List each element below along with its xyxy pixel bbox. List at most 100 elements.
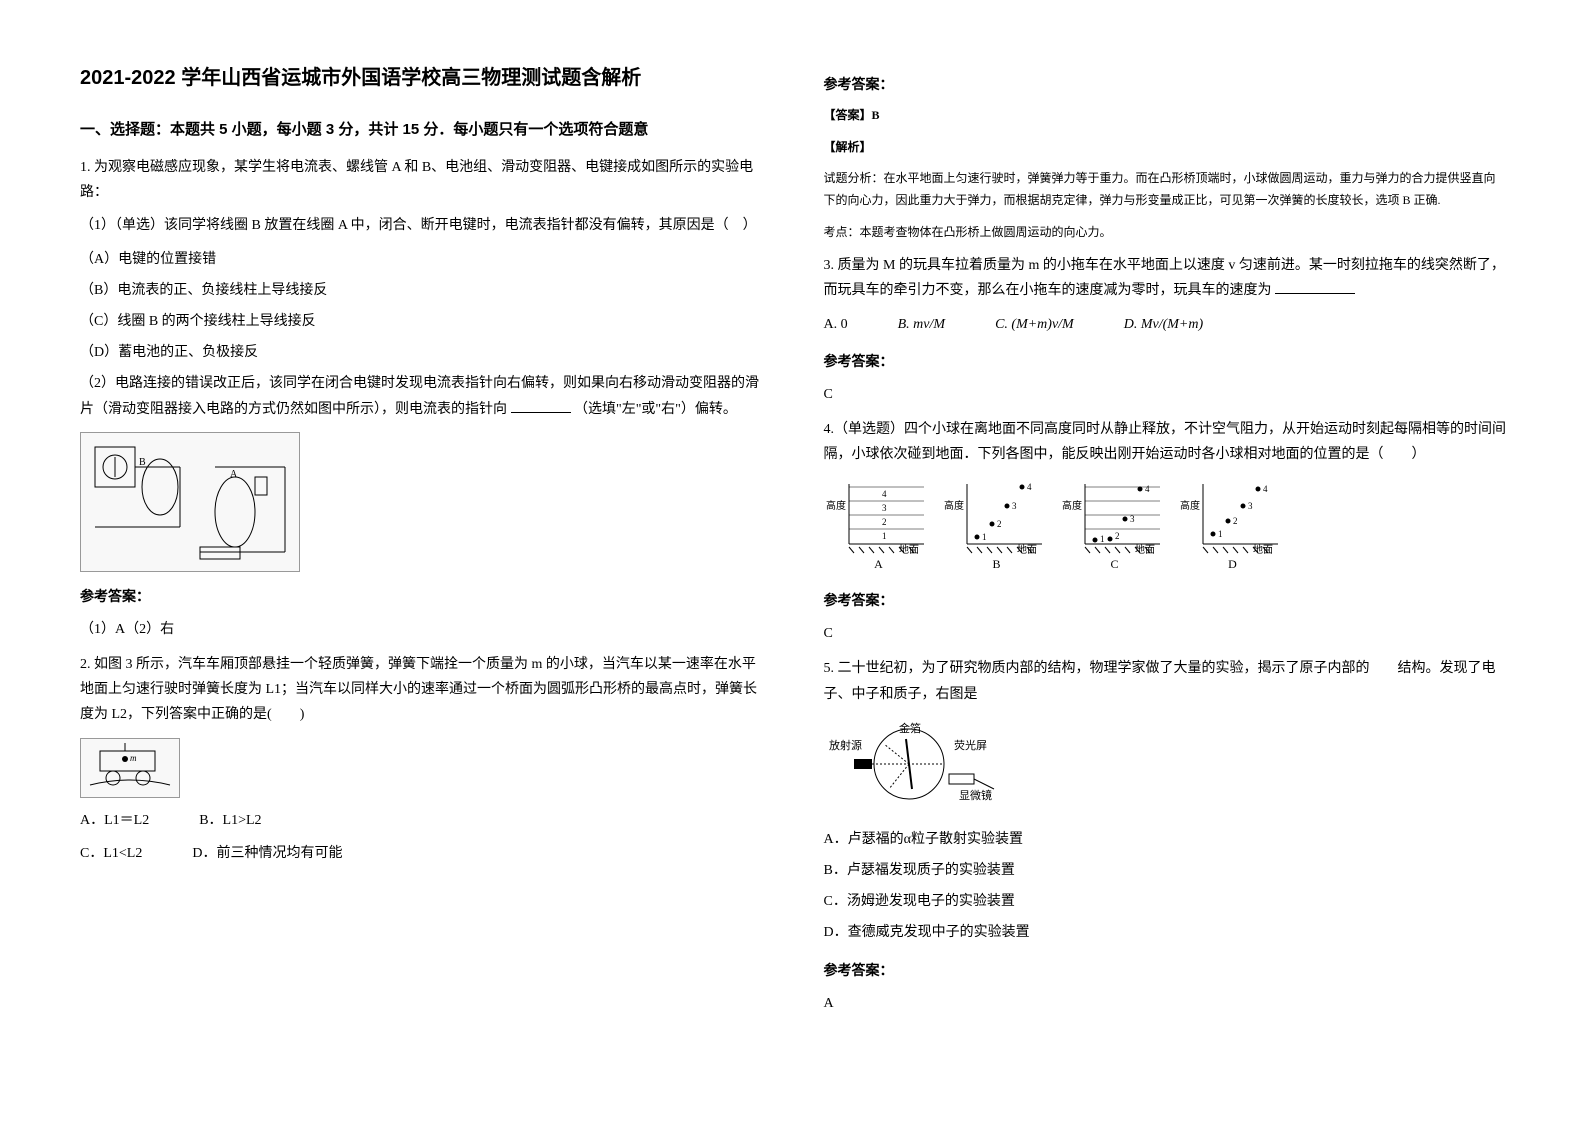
q1-option-a: （A）电键的位置接错 [80, 247, 764, 272]
ans3-text: C [824, 382, 1508, 407]
svg-text:2: 2 [1115, 531, 1120, 541]
chart-b-label: B [942, 554, 1052, 576]
q5-option-c: C．汤姆逊发现电子的实验装置 [824, 889, 1508, 914]
q1-blank [511, 412, 571, 413]
q3-option-a: A. 0 [824, 312, 848, 337]
chart-c-label: C [1060, 554, 1170, 576]
svg-text:1: 1 [882, 531, 887, 541]
ans2-answer-tag: 【答案】B [824, 105, 1508, 127]
q2-option-a: A．L1＝L2 [80, 808, 149, 833]
q4-chart-a: 1 2 3 4 高度 地面 A [824, 479, 934, 576]
page-title: 2021-2022 学年山西省运城市外国语学校高三物理测试题含解析 [80, 60, 764, 96]
question-5: 5. 二十世纪初，为了研究物质内部的结构，物理学家做了大量的实验，揭示了原子内部… [824, 656, 1508, 945]
svg-text:1: 1 [1218, 529, 1223, 539]
q5-option-d: D．查德威克发现中子的实验装置 [824, 920, 1508, 945]
q1-option-b: （B）电流表的正、负接线柱上导线接反 [80, 278, 764, 303]
q2-option-b: B．L1>L2 [199, 808, 261, 833]
svg-text:显微镜: 显微镜 [959, 788, 992, 802]
q1-intro: 1. 为观察电磁感应现象，某学生将电流表、螺线管 A 和 B、电池组、滑动变阻器… [80, 155, 764, 205]
svg-text:地面: 地面 [899, 543, 919, 554]
q2-options-row2: C．L1<L2 D．前三种情况均有可能 [80, 841, 764, 866]
svg-text:B: B [139, 457, 146, 468]
svg-text:1: 1 [1100, 534, 1105, 544]
circuit-svg: B A [85, 437, 295, 567]
question-4: 4.（单选题）四个小球在离地面不同高度同时从静止释放，不计空气阻力，从开始运动时… [824, 417, 1508, 576]
svg-text:地面: 地面 [1135, 543, 1155, 554]
ans5-label: 参考答案： [824, 958, 1508, 983]
svg-text:2: 2 [1233, 516, 1238, 526]
svg-text:m: m [130, 753, 137, 763]
q4-charts: 1234 高度 地面 A 1 2 3 4 高度 [824, 479, 1508, 576]
svg-text:金箔: 金箔 [899, 721, 921, 735]
ans5-text: A [824, 991, 1508, 1016]
ans4-label: 参考答案： [824, 588, 1508, 613]
q5-option-b: B．卢瑟福发现质子的实验装置 [824, 858, 1508, 883]
svg-text:地面: 地面 [1017, 543, 1037, 554]
chart-d-svg: 1 2 3 4 高度 地面 [1178, 479, 1288, 554]
svg-text:高度: 高度 [1062, 499, 1082, 512]
svg-text:2: 2 [882, 517, 887, 527]
q3-option-b: B. mv/M [898, 312, 945, 337]
ans1-label: 参考答案： [80, 584, 764, 609]
q2-options-row1: A．L1＝L2 B．L1>L2 [80, 808, 764, 833]
q3-option-d: D. Mv/(M+m) [1124, 312, 1203, 337]
q2-option-c: C．L1<L2 [80, 841, 142, 866]
q4-text: 4.（单选题）四个小球在离地面不同高度同时从静止释放，不计空气阻力，从开始运动时… [824, 417, 1508, 467]
q1-option-c: （C）线圈 B 的两个接线柱上导线接反 [80, 309, 764, 334]
ans2-label: 参考答案： [824, 72, 1508, 97]
car-svg: m [85, 743, 175, 793]
chart-d-label: D [1178, 554, 1288, 576]
question-3: 3. 质量为 M 的玩具车拉着质量为 m 的小拖车在水平地面上以速度 v 匀速前… [824, 253, 1508, 337]
ans4-text: C [824, 621, 1508, 646]
right-column: 参考答案： 【答案】B 【解析】 试题分析：在水平地面上匀速行驶时，弹簧弹力等于… [824, 60, 1508, 1062]
ans1-text: （1）A（2）右 [80, 617, 764, 642]
q3-text-p1: 3. 质量为 M 的玩具车拉着质量为 m 的小拖车在水平地面上以速度 v 匀速前… [824, 258, 1505, 298]
q1-sub1: （1）（单选）该同学将线圈 B 放置在线圈 A 中，闭合、断开电键时，电流表指针… [80, 213, 764, 238]
svg-text:4: 4 [1027, 482, 1032, 492]
q2-text: 2. 如图 3 所示，汽车车厢顶部悬挂一个轻质弹簧，弹簧下端拴一个质量为 m 的… [80, 652, 764, 728]
q5-diagram: 放射源 金箔 荧光屏 显微镜 [824, 717, 1024, 817]
svg-text:荧光屏: 荧光屏 [954, 738, 987, 752]
ans2-analysis-tag: 【解析】 [824, 137, 1508, 159]
svg-text:高度: 高度 [826, 499, 846, 512]
svg-text:高度: 高度 [944, 499, 964, 512]
svg-text:A: A [230, 469, 238, 480]
svg-text:3: 3 [1248, 501, 1253, 511]
rutherford-svg: 放射源 金箔 荧光屏 显微镜 [824, 719, 1024, 814]
q1-circuit-diagram: B A [80, 432, 300, 572]
q3-blank [1275, 293, 1355, 294]
svg-text:3: 3 [882, 503, 887, 513]
q4-chart-c: 1 2 3 4 高度 地面 C [1060, 479, 1170, 576]
ans3-label: 参考答案： [824, 349, 1508, 374]
chart-b-svg: 1 2 3 4 高度 地面 [942, 479, 1052, 554]
left-column: 2021-2022 学年山西省运城市外国语学校高三物理测试题含解析 一、选择题：… [80, 60, 764, 1062]
svg-text:4: 4 [1145, 484, 1150, 494]
svg-text:4: 4 [882, 489, 887, 499]
svg-text:2: 2 [997, 519, 1002, 529]
q4-chart-b: 1 2 3 4 高度 地面 B [942, 479, 1052, 576]
chart-a-label: A [824, 554, 934, 576]
chart-c-svg: 1 2 3 4 高度 地面 [1060, 479, 1170, 554]
q3-text: 3. 质量为 M 的玩具车拉着质量为 m 的小拖车在水平地面上以速度 v 匀速前… [824, 253, 1508, 303]
ans2-point: 考点：本题考查物体在凸形桥上做圆周运动的向心力。 [824, 222, 1508, 244]
svg-text:放射源: 放射源 [829, 738, 862, 752]
q5-option-a: A．卢瑟福的α粒子散射实验装置 [824, 827, 1508, 852]
q2-option-d: D．前三种情况均有可能 [192, 841, 342, 866]
ans2-analysis: 试题分析：在水平地面上匀速行驶时，弹簧弹力等于重力。而在凸形桥顶端时，小球做圆周… [824, 168, 1508, 211]
q3-option-c: C. (M+m)v/M [995, 312, 1074, 337]
svg-text:3: 3 [1012, 501, 1017, 511]
q5-text: 5. 二十世纪初，为了研究物质内部的结构，物理学家做了大量的实验，揭示了原子内部… [824, 656, 1508, 706]
q2-car-diagram: m [80, 738, 180, 798]
q3-options: A. 0 B. mv/M C. (M+m)v/M D. Mv/(M+m) [824, 312, 1508, 337]
svg-text:高度: 高度 [1180, 499, 1200, 512]
q1-option-d: （D）蓄电池的正、负极接反 [80, 340, 764, 365]
chart-a-svg: 1 2 3 4 高度 地面 [824, 479, 934, 554]
svg-text:地面: 地面 [1253, 543, 1273, 554]
svg-text:4: 4 [1263, 484, 1268, 494]
question-1: 1. 为观察电磁感应现象，某学生将电流表、螺线管 A 和 B、电池组、滑动变阻器… [80, 155, 764, 572]
q1-sub2: （2）电路连接的错误改正后，该同学在闭合电键时发现电流表指针向右偏转，则如果向右… [80, 371, 764, 421]
q1-sub2-p2: （选填"左"或"右"）偏转。 [574, 402, 737, 417]
svg-text:1: 1 [982, 532, 987, 542]
svg-text:3: 3 [1130, 514, 1135, 524]
section-header: 一、选择题：本题共 5 小题，每小题 3 分，共计 15 分．每小题只有一个选项… [80, 116, 764, 143]
